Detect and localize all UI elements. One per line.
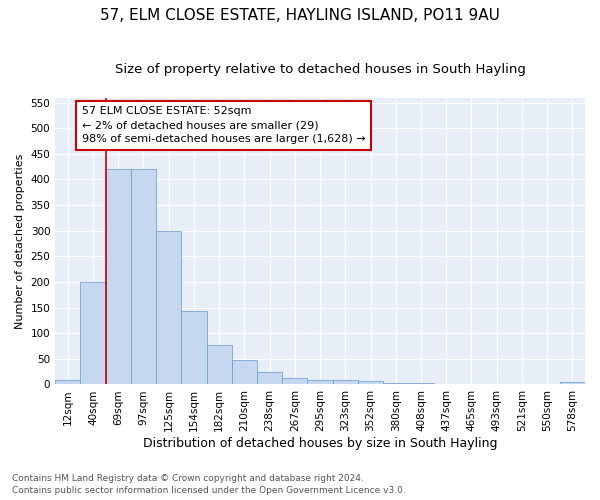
Bar: [156, 230, 181, 384]
Y-axis label: Number of detached properties: Number of detached properties: [15, 154, 25, 328]
Bar: [181, 311, 206, 384]
Bar: [332, 380, 358, 384]
Bar: [383, 383, 409, 384]
Text: 57, ELM CLOSE ESTATE, HAYLING ISLAND, PO11 9AU: 57, ELM CLOSE ESTATE, HAYLING ISLAND, PO…: [100, 8, 500, 22]
Bar: [409, 383, 434, 384]
X-axis label: Distribution of detached houses by size in South Hayling: Distribution of detached houses by size …: [143, 437, 497, 450]
Bar: [106, 169, 131, 384]
Bar: [307, 380, 332, 384]
Text: 57 ELM CLOSE ESTATE: 52sqm
← 2% of detached houses are smaller (29)
98% of semi-: 57 ELM CLOSE ESTATE: 52sqm ← 2% of detac…: [82, 106, 365, 144]
Bar: [232, 360, 257, 384]
Bar: [55, 380, 80, 384]
Bar: [80, 282, 106, 384]
Bar: [131, 169, 156, 384]
Bar: [358, 381, 383, 384]
Bar: [206, 345, 232, 385]
Bar: [257, 372, 282, 384]
Text: Contains HM Land Registry data © Crown copyright and database right 2024.
Contai: Contains HM Land Registry data © Crown c…: [12, 474, 406, 495]
Title: Size of property relative to detached houses in South Hayling: Size of property relative to detached ho…: [115, 62, 526, 76]
Bar: [282, 378, 307, 384]
Bar: [560, 382, 585, 384]
